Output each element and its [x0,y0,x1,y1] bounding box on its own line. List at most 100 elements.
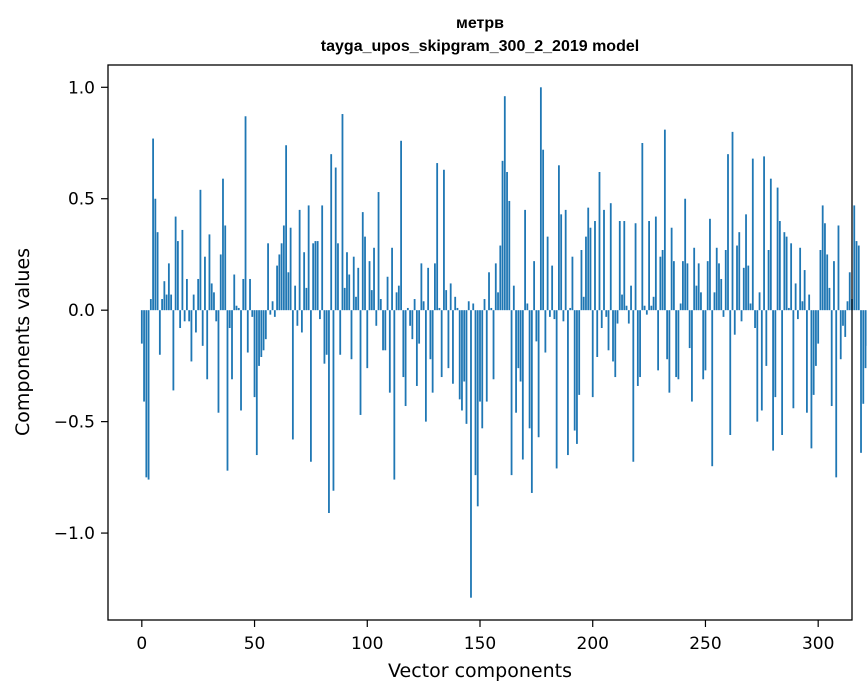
bar-103 [373,247,375,311]
bar-158 [497,292,499,311]
bar-7 [156,232,159,311]
bar-221 [639,310,641,378]
bar-292 [799,247,802,311]
bar-166 [515,310,517,413]
bar-285 [783,232,786,311]
bar-189 [567,310,569,456]
bar-134 [443,169,445,311]
bar-14 [172,310,175,391]
bar-286 [785,236,788,311]
bar-69 [296,310,299,326]
bar-140 [456,307,459,311]
bar-244 [691,310,693,402]
bar-202 [596,310,599,357]
bar-66 [289,227,292,311]
bar-113 [395,292,398,311]
bar-301 [819,250,822,311]
bar-243 [688,310,691,349]
bar-88 [339,310,342,355]
bar-152 [483,299,486,311]
bar-89 [341,114,344,311]
bar-297 [810,310,813,449]
bar-233 [666,310,669,360]
bar-125 [422,301,425,311]
y-tick-label: −0.5 [54,413,95,433]
bar-313 [846,301,849,311]
bar-212 [618,221,621,311]
y-tick-label: 1.0 [68,78,95,98]
bar-273 [756,310,759,422]
y-tick-label: 0.5 [68,190,95,210]
bar-155 [490,307,493,311]
bar-42 [235,305,238,311]
bar-149 [476,310,479,507]
bar-122 [415,310,418,386]
bar-46 [244,116,247,311]
bar-252 [709,218,711,311]
bar-157 [494,263,497,311]
bar-25 [197,278,200,311]
bar-217 [630,285,632,311]
bar-96 [357,267,360,311]
bar-60 [276,265,278,311]
bar-182 [551,265,554,311]
bar-187 [562,310,565,322]
bar-210 [614,310,617,378]
bar-65 [287,272,290,311]
bar-237 [675,310,678,378]
bar-268 [745,214,747,311]
bar-87 [337,243,339,311]
bar-133 [440,310,443,378]
bar-20 [186,278,188,311]
bar-116 [402,310,405,378]
bar-194 [578,310,581,395]
bar-63 [282,225,285,311]
bar-282 [776,187,779,311]
bar-33 [215,310,218,322]
bar-48 [249,278,251,311]
bar-76 [312,243,315,311]
bar-148 [474,310,477,476]
bar-177 [539,87,542,311]
bar-183 [553,310,556,320]
bar-262 [731,131,734,311]
bar-24 [195,310,197,333]
bar-216 [627,310,630,324]
bar-28 [204,256,206,311]
bar-49 [251,310,254,317]
bar-316 [853,205,856,311]
bar-153 [485,310,488,402]
bar-85 [332,310,335,491]
bar-296 [808,294,811,311]
bar-197 [585,236,587,311]
bar-11 [165,294,168,311]
bar-242 [686,263,689,311]
bar-123 [418,310,421,344]
bar-291 [796,310,799,320]
bar-204 [600,310,603,329]
bar-114 [397,285,400,311]
bar-3 [147,310,150,480]
bar-26 [199,189,202,311]
bar-198 [587,207,590,311]
bar-108 [384,310,387,351]
bar-67 [291,310,294,440]
bar-208 [609,203,612,311]
bar-200 [591,310,594,398]
bar-190 [569,307,572,311]
bar-276 [763,156,765,311]
bar-308 [835,310,838,478]
bar-305 [828,287,831,311]
bar-52 [258,310,260,366]
bar-287 [787,307,790,311]
bar-128 [429,310,432,360]
bar-93 [350,310,353,360]
bar-22 [190,310,193,362]
bar-163 [508,200,511,311]
bar-191 [571,256,574,311]
bar-101 [368,261,371,311]
bar-193 [576,310,578,444]
bar-154 [488,272,490,311]
bar-188 [564,209,567,311]
bar-259 [724,250,727,311]
